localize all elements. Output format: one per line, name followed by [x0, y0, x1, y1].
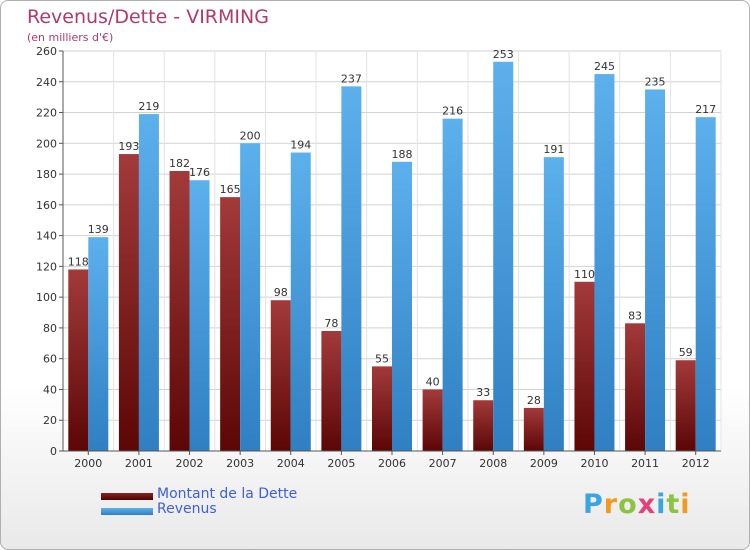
- data-label-revenue: 194: [290, 139, 311, 152]
- y-tick-label: 20: [43, 414, 57, 427]
- bar-debt: [118, 154, 139, 452]
- y-tick-label: 60: [43, 353, 57, 366]
- proxiti-logo: Proxiti: [583, 489, 691, 520]
- bar-revenue: [189, 180, 210, 451]
- y-tick-label: 0: [50, 445, 57, 458]
- bar-revenue: [442, 118, 463, 451]
- data-label-revenue: 253: [493, 48, 514, 61]
- y-tick-label: 80: [43, 322, 57, 335]
- data-label-revenue: 217: [695, 103, 716, 116]
- bar-revenue: [594, 74, 615, 452]
- x-tick-label: 2006: [378, 457, 406, 470]
- legend-swatch-revenue: [101, 508, 153, 515]
- logo-letter: t: [666, 489, 681, 520]
- bar-debt: [68, 269, 89, 451]
- logo-letter: i: [680, 489, 691, 520]
- bar-debt: [220, 197, 241, 451]
- chart-title: Revenus/Dette - VIRMING: [27, 6, 269, 28]
- data-label-revenue: 219: [138, 100, 159, 113]
- data-label-revenue: 237: [341, 72, 362, 85]
- x-tick-label: 2005: [327, 457, 355, 470]
- logo-letter: i: [656, 489, 667, 520]
- bar-debt: [523, 407, 544, 451]
- bar-revenue: [645, 89, 666, 451]
- data-label-debt: 28: [527, 394, 541, 407]
- data-label-debt: 33: [476, 386, 490, 399]
- bar-revenue: [240, 143, 261, 452]
- data-label-revenue: 235: [645, 75, 666, 88]
- data-label-debt: 182: [169, 157, 190, 170]
- x-tick-label: 2009: [530, 457, 558, 470]
- logo-letter: x: [637, 489, 657, 520]
- data-label-debt: 78: [324, 317, 338, 330]
- logo-letter: r: [603, 489, 619, 520]
- data-label-debt: 165: [220, 183, 241, 196]
- bar-debt: [169, 171, 190, 451]
- bar-debt: [574, 281, 595, 451]
- bar-revenue: [88, 237, 109, 451]
- data-label-debt: 193: [118, 140, 139, 153]
- data-label-revenue: 245: [594, 60, 615, 73]
- y-tick-label: 160: [36, 199, 57, 212]
- data-label-debt: 55: [375, 352, 389, 365]
- x-tick-label: 2007: [429, 457, 457, 470]
- y-tick-label: 100: [36, 291, 57, 304]
- logo-letter: o: [618, 489, 638, 520]
- data-label-revenue: 139: [88, 223, 109, 236]
- y-tick-label: 140: [36, 230, 57, 243]
- bar-revenue: [392, 161, 412, 451]
- x-tick-label: 2010: [580, 457, 608, 470]
- bar-revenue: [493, 61, 514, 452]
- x-tick-label: 2004: [277, 457, 305, 470]
- bar-debt: [473, 400, 494, 451]
- logo-letter: P: [583, 489, 604, 520]
- bar-debt: [321, 331, 342, 451]
- data-label-debt: 83: [628, 309, 642, 322]
- data-label-debt: 59: [679, 346, 693, 359]
- bar-revenue: [695, 117, 716, 452]
- y-tick-label: 40: [43, 383, 57, 396]
- data-label-debt: 98: [274, 286, 288, 299]
- bar-revenue: [543, 157, 564, 451]
- data-label-debt: 118: [68, 255, 89, 268]
- legend-label-revenue: Revenus: [157, 501, 217, 517]
- data-label-revenue: 216: [442, 105, 463, 118]
- bar-revenue: [341, 86, 362, 451]
- x-tick-label: 2003: [226, 457, 254, 470]
- bar-debt: [422, 389, 443, 451]
- bar-debt: [372, 366, 392, 451]
- bar-debt: [675, 360, 696, 451]
- y-tick-label: 200: [36, 137, 57, 150]
- x-tick-label: 2002: [176, 457, 204, 470]
- bar-debt: [270, 300, 291, 451]
- legend-label-debt: Montant de la Dette: [157, 486, 298, 502]
- x-tick-label: 2011: [631, 457, 659, 470]
- data-label-revenue: 176: [189, 166, 210, 179]
- y-tick-label: 260: [36, 45, 57, 58]
- y-tick-label: 180: [36, 168, 57, 181]
- x-tick-label: 2012: [682, 457, 710, 470]
- data-label-revenue: 188: [392, 148, 413, 161]
- x-tick-label: 2008: [479, 457, 507, 470]
- data-label-revenue: 191: [543, 143, 564, 156]
- data-label-revenue: 200: [240, 129, 261, 142]
- chart-subtitle: (en milliers d'€): [27, 31, 114, 44]
- y-tick-label: 240: [36, 76, 57, 89]
- x-tick-label: 2001: [125, 457, 153, 470]
- bar-revenue: [138, 114, 159, 452]
- y-tick-label: 120: [36, 260, 57, 273]
- data-label-debt: 110: [574, 268, 595, 281]
- x-tick-label: 2000: [74, 457, 102, 470]
- bar-debt: [625, 323, 646, 451]
- legend-swatch-debt: [101, 493, 153, 500]
- bar-revenue: [290, 152, 311, 452]
- data-label-debt: 40: [426, 375, 440, 388]
- y-tick-label: 220: [36, 107, 57, 120]
